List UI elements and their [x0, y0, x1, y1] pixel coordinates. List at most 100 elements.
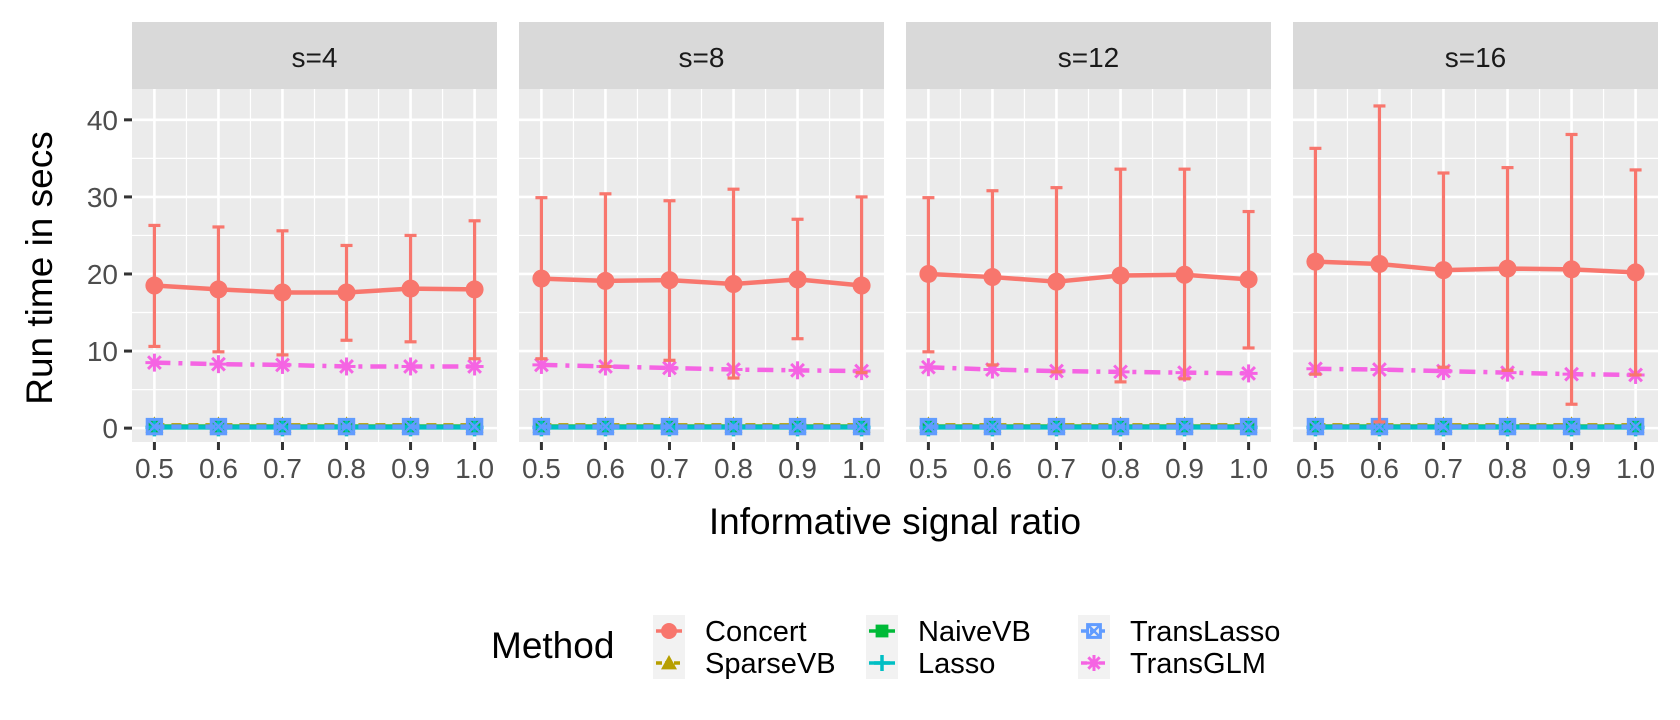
data-point-dot	[852, 276, 871, 295]
data-point-d2	[789, 418, 806, 435]
facet-strip	[906, 22, 1271, 89]
x-tick-label: 0.9	[1165, 453, 1204, 484]
legend-title: Method	[491, 625, 614, 666]
x-tick-label: 0.9	[391, 453, 430, 484]
data-point	[660, 359, 679, 378]
x-tick-label: 0.5	[522, 453, 561, 484]
data-point-box	[660, 417, 679, 436]
data-point-box	[401, 417, 420, 436]
legend-item: NaiveVB	[866, 615, 1031, 648]
series-line	[928, 271, 1249, 284]
data-point-box	[919, 417, 938, 436]
series-concert	[145, 219, 484, 361]
data-point	[596, 417, 615, 436]
facet-label: s=12	[1058, 42, 1120, 73]
data-point	[1175, 265, 1194, 284]
data-point	[1562, 417, 1581, 436]
x-tick-label: 0.7	[1037, 453, 1076, 484]
data-point	[1306, 252, 1325, 271]
x-tick-label: 0.8	[714, 453, 753, 484]
data-point-box	[983, 417, 1002, 436]
y-tick-label: 10	[87, 336, 118, 367]
data-point-box	[1498, 417, 1517, 436]
facet-strip	[519, 22, 884, 89]
data-point-d2	[853, 418, 870, 435]
data-point	[1175, 417, 1194, 436]
legend-label: NaiveVB	[918, 616, 1031, 648]
data-point-dot	[1626, 263, 1645, 282]
series-concert	[919, 167, 1258, 384]
data-point	[209, 355, 228, 374]
data-point	[273, 283, 292, 302]
data-point-dot	[1370, 254, 1389, 273]
data-point-d2	[984, 418, 1001, 435]
gridlines	[1293, 89, 1658, 442]
data-point	[532, 355, 551, 374]
facet-label: s=16	[1445, 42, 1507, 73]
data-point	[1434, 261, 1453, 280]
data-point-box	[1047, 417, 1066, 436]
data-point-box	[337, 417, 356, 436]
data-point-dot	[660, 271, 679, 290]
data-point-dot	[1111, 266, 1130, 285]
y-tick-label: 20	[87, 259, 118, 290]
data-point-box	[145, 417, 164, 436]
data-point-box	[788, 417, 807, 436]
data-point-dot	[465, 280, 484, 299]
legend-item: TransGLM	[1078, 647, 1266, 680]
data-point	[465, 417, 484, 436]
data-point-d2	[533, 418, 550, 435]
data-point-d2	[1627, 418, 1644, 435]
facet-strip	[132, 22, 497, 89]
x-tick-label: 1.0	[1616, 453, 1655, 484]
legend-label: TransLasso	[1130, 616, 1280, 648]
gridlines	[906, 89, 1271, 442]
data-point-d2	[1307, 418, 1324, 435]
data-point	[1562, 260, 1581, 279]
data-point	[1239, 417, 1258, 436]
data-point	[724, 274, 743, 293]
data-point-dot	[1498, 259, 1517, 278]
data-point	[401, 357, 420, 376]
data-point-box	[1175, 417, 1194, 436]
legend-key-asterisk-icon-ray	[1087, 656, 1101, 670]
data-point-d2	[1435, 418, 1452, 435]
series-line	[541, 276, 862, 288]
legend-item: TransLasso	[1078, 615, 1280, 648]
data-point-d2	[1563, 418, 1580, 435]
facet-panel: s=16 0.5 0.6 0.7 0.8 0.9 1.0	[1293, 22, 1658, 484]
data-point-dot	[788, 270, 807, 289]
data-point-box	[852, 417, 871, 436]
y-tick-label: 30	[87, 182, 118, 213]
legend-key-square-icon	[875, 624, 889, 638]
gridlines	[519, 89, 884, 442]
data-point	[145, 417, 164, 436]
x-tick-label: 0.7	[263, 453, 302, 484]
data-point-dot	[337, 283, 356, 302]
data-point-box	[1626, 417, 1645, 436]
legend-key-square-cross-icon-d2	[1086, 623, 1102, 639]
data-point-d2	[1112, 418, 1129, 435]
data-point-d2	[661, 418, 678, 435]
x-tick-label: 1.0	[455, 453, 494, 484]
data-point	[983, 417, 1002, 436]
data-point	[337, 283, 356, 302]
data-point	[919, 417, 938, 436]
data-point-dot	[532, 269, 551, 288]
data-point-ray	[275, 357, 290, 373]
facet-label: s=8	[679, 42, 725, 73]
facet-strip	[1293, 22, 1658, 89]
x-tick-label: 0.5	[135, 453, 174, 484]
x-tick-label: 1.0	[1229, 453, 1268, 484]
data-point-d2	[1176, 418, 1193, 435]
x-tick-label: 0.6	[199, 453, 238, 484]
facet-label: s=4	[292, 42, 338, 73]
x-tick-label: 0.6	[1360, 453, 1399, 484]
data-point-box	[1111, 417, 1130, 436]
legend-key-triangle-icon-tri	[661, 655, 677, 670]
data-point-box	[209, 417, 228, 436]
data-point	[1434, 417, 1453, 436]
legend-key-asterisk-icon	[1086, 655, 1102, 671]
data-point-box	[465, 417, 484, 436]
x-tick-label: 0.9	[1552, 453, 1591, 484]
